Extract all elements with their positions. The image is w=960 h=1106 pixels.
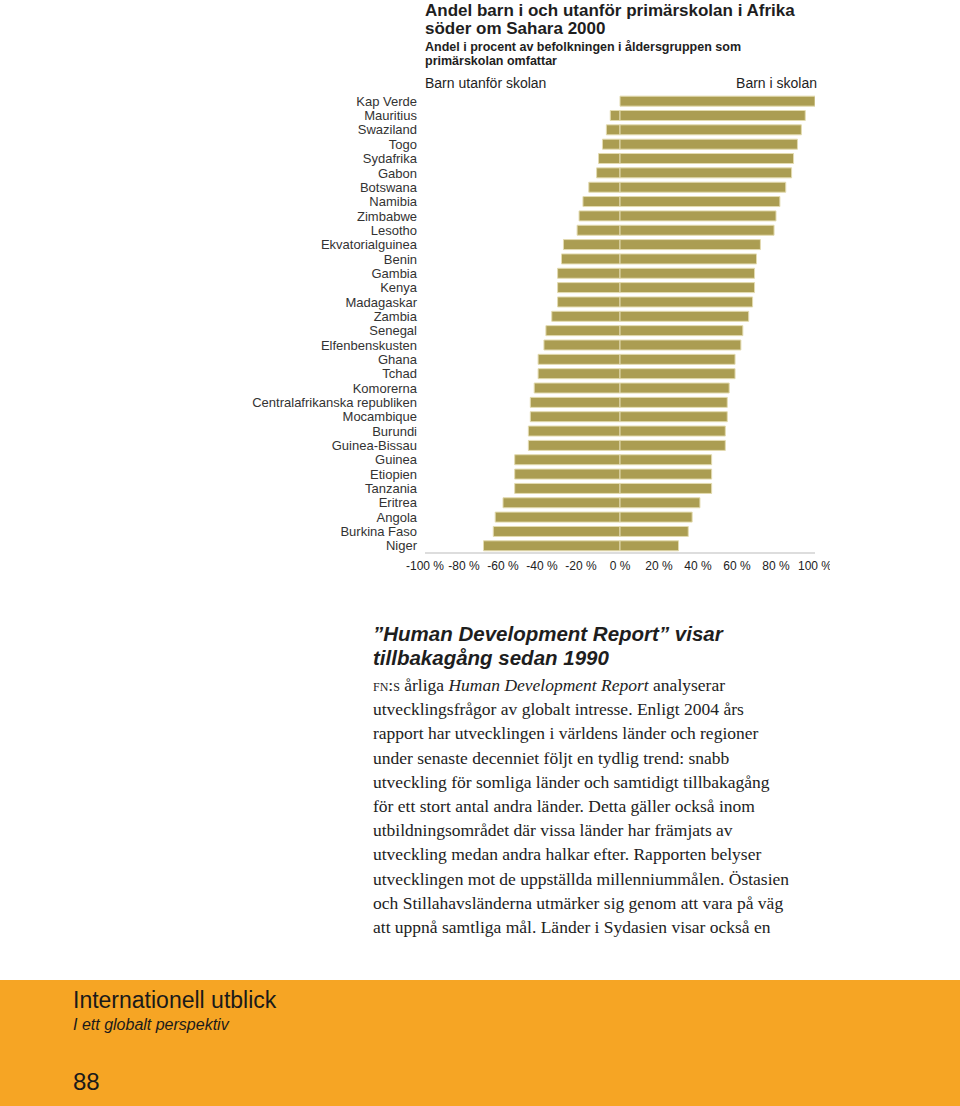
html-text:att uppnå samtliga mål. Länder: att uppnå samtliga mål. Länder i Sydasie… xyxy=(373,917,771,937)
svg-text:Benin: Benin xyxy=(384,252,417,267)
svg-text:Gambia: Gambia xyxy=(371,266,417,281)
html-text:rapport har utvecklingen i vär: rapport har utvecklingen i världens länd… xyxy=(373,723,759,744)
svg-text:-40 %: -40 % xyxy=(526,559,558,573)
html-text:Andel barn i och utanför primä: Andel barn i och utanför primärskolan i … xyxy=(425,1,795,38)
svg-text:Kenya: Kenya xyxy=(380,280,418,295)
svg-text:20 %: 20 % xyxy=(645,559,673,573)
svg-text:Lesotho: Lesotho xyxy=(371,223,417,238)
svg-text:Guinea: Guinea xyxy=(375,452,418,467)
svg-text:Kap Verde: Kap Verde xyxy=(356,94,417,109)
svg-text:Angola: Angola xyxy=(377,510,418,525)
svg-text:Swaziland: Swaziland xyxy=(358,122,417,137)
svg-text:-20 %: -20 % xyxy=(565,559,597,573)
svg-text:Ekvatorialguinea: Ekvatorialguinea xyxy=(321,237,418,252)
svg-text:-100 %: -100 % xyxy=(406,559,444,573)
svg-text:Zambia: Zambia xyxy=(374,309,418,324)
svg-text:Centralafrikanska republiken: Centralafrikanska republiken xyxy=(252,395,417,410)
html-text:utbildningsområdet där vissa l: utbildningsområdet där vissa länder har … xyxy=(373,820,733,841)
svg-text:Burkina Faso: Burkina Faso xyxy=(340,524,417,539)
svg-text:0 %: 0 % xyxy=(610,559,631,573)
svg-text:40 %: 40 % xyxy=(684,559,712,573)
svg-text:Tchad: Tchad xyxy=(382,366,417,381)
html-text:tillbakagång sedan 1990: tillbakagång sedan 1990 xyxy=(373,646,609,669)
svg-text:Madagaskar: Madagaskar xyxy=(345,295,417,310)
html-text:Barn i skolan: Barn i skolan xyxy=(736,75,817,91)
svg-text:Elfenbenskusten: Elfenbenskusten xyxy=(321,338,417,353)
svg-text:Mauritius: Mauritius xyxy=(364,108,417,123)
svg-text:Sydafrika: Sydafrika xyxy=(363,151,418,166)
html-text:fn:s årliga Human Development: fn:s årliga Human Development Report ana… xyxy=(373,675,725,695)
html-text:Andel i procent av befolkninge: Andel i procent av befolkningen i ålders… xyxy=(425,40,741,68)
html-text:för ett stort antal andra länd: för ett stort antal andra länder. Detta … xyxy=(373,796,755,816)
svg-text:Ghana: Ghana xyxy=(378,352,418,367)
svg-text:-80 %: -80 % xyxy=(448,559,480,573)
svg-text:Gabon: Gabon xyxy=(378,166,417,181)
svg-text:Namibia: Namibia xyxy=(369,194,417,209)
svg-text:60 %: 60 % xyxy=(723,559,751,573)
svg-text:-60 %: -60 % xyxy=(487,559,519,573)
svg-text:100 %: 100 % xyxy=(798,559,830,573)
svg-text:Botswana: Botswana xyxy=(360,180,418,195)
svg-text:Zimbabwe: Zimbabwe xyxy=(357,209,417,224)
html-text:Internationell utblick: Internationell utblick xyxy=(73,987,277,1013)
html-text:utveckling för somliga länder: utveckling för somliga länder och samtid… xyxy=(373,771,770,792)
html-text:utvecklingen mot de uppställda: utvecklingen mot de uppställda millenniu… xyxy=(373,868,789,889)
html-text:utveckling medan andra halkar: utveckling medan andra halkar efter. Rap… xyxy=(373,844,762,865)
svg-text:Tanzania: Tanzania xyxy=(365,481,418,496)
svg-text:Niger: Niger xyxy=(386,538,418,553)
html-text:Barn utanför skolan: Barn utanför skolan xyxy=(425,75,547,91)
html-text:under senaste decenniet följt: under senaste decenniet följt en tydlig … xyxy=(373,747,730,768)
svg-text:Guinea-Bissau: Guinea-Bissau xyxy=(332,438,417,453)
svg-text:80 %: 80 % xyxy=(762,559,790,573)
html-text:och Stillahavsländerna utmärke: och Stillahavsländerna utmärker sig geno… xyxy=(373,892,784,913)
svg-text:Senegal: Senegal xyxy=(369,323,417,338)
svg-text:Mocambique: Mocambique xyxy=(343,409,417,424)
html-text:utvecklingsfrågor av globalt i: utvecklingsfrågor av globalt intresse. E… xyxy=(373,699,744,720)
html-text:88: 88 xyxy=(73,1068,100,1095)
svg-text:Etiopien: Etiopien xyxy=(370,467,417,482)
svg-text:Eritrea: Eritrea xyxy=(379,495,418,510)
svg-text:Komorerna: Komorerna xyxy=(353,381,418,396)
svg-text:Togo: Togo xyxy=(389,137,417,152)
html-text:”Human Development Report” vis: ”Human Development Report” visar xyxy=(373,622,723,645)
svg-text:Burundi: Burundi xyxy=(372,424,417,439)
html-text:I ett globalt perspektiv: I ett globalt perspektiv xyxy=(73,1016,229,1033)
